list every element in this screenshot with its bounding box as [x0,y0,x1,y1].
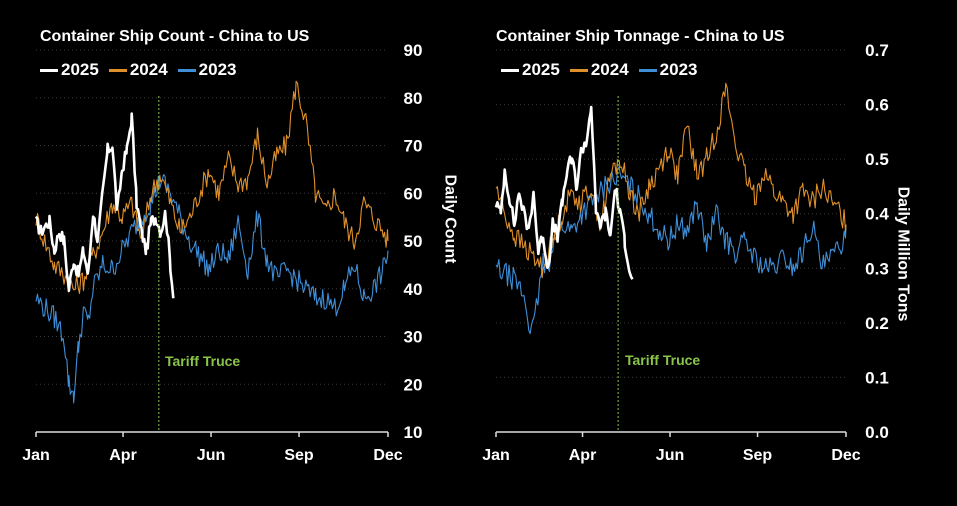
legend-item-2024: 2024 [108,60,168,80]
series-line-2023 [35,173,389,404]
y-tick-label: 60 [404,184,423,203]
y-tick-label: 50 [404,232,423,251]
x-tick-label: Apr [569,447,597,464]
legend-item-2024: 2024 [569,60,629,80]
x-tick-label: Apr [109,447,137,464]
y-tick-label: 40 [404,280,423,299]
y-tick-label: 0.2 [865,314,889,333]
legend-item-2023: 2023 [638,60,697,80]
y-tick-label: 0.1 [865,368,889,387]
series-line-2025 [34,112,175,299]
tariff-truce-label: Tariff Truce [625,352,701,368]
y-tick-label: 20 [404,375,423,394]
legend-item-2025: 2025 [501,60,560,80]
y-tick-label: 0.0 [865,423,889,442]
series-line-2024 [35,80,389,295]
series-line-2024 [495,82,847,279]
y-tick-label: 0.3 [865,259,889,278]
legend: 2025 2024 2023 [40,60,236,80]
chart-plot: 0.0 0.1 0.2 0.3 0.4 0.5 0.6 0.7 Jan Apr Jun Sep Dec [482,41,889,464]
chart-ship-tonnage: Container Ship Tonnage - China to US 202… [479,0,957,506]
x-tick-label: Jun [197,447,225,464]
chart-title: Container Ship Tonnage - China to US [496,28,785,45]
y-tick-label: 10 [404,423,423,442]
y-tick-label: 0.7 [865,41,889,60]
x-tick-label: Sep [743,447,773,464]
series-line-2025 [494,105,634,280]
y-tick-label: 0.6 [865,96,889,115]
x-tick-label: Jan [482,447,510,464]
x-tick-label: Sep [284,447,314,464]
chart-title: Container Ship Count - China to US [40,28,310,45]
chart-ship-count: Container Ship Count - China to US 2025 … [0,0,478,506]
x-tick-label: Jan [22,447,50,464]
x-tick-label: Dec [373,447,402,464]
y-tick-label: 90 [404,41,423,60]
chart-plot: 10 20 30 40 50 60 70 80 90 Jan Apr Jun Sep Dec [22,41,423,464]
legend: 2025 2024 2023 [501,60,697,80]
tariff-truce-label: Tariff Truce [165,353,241,369]
y-tick-label: 80 [404,89,423,108]
legend-item-2025: 2025 [40,60,99,80]
series-line-2023 [495,166,847,335]
x-tick-label: Dec [831,447,860,464]
x-tick-label: Jun [656,447,684,464]
y-tick-label: 0.4 [865,205,889,224]
y-tick-label: 0.5 [865,150,889,169]
y-tick-label: 30 [404,328,423,347]
y-tick-label: 70 [404,137,423,156]
legend-item-2023: 2023 [177,60,236,80]
